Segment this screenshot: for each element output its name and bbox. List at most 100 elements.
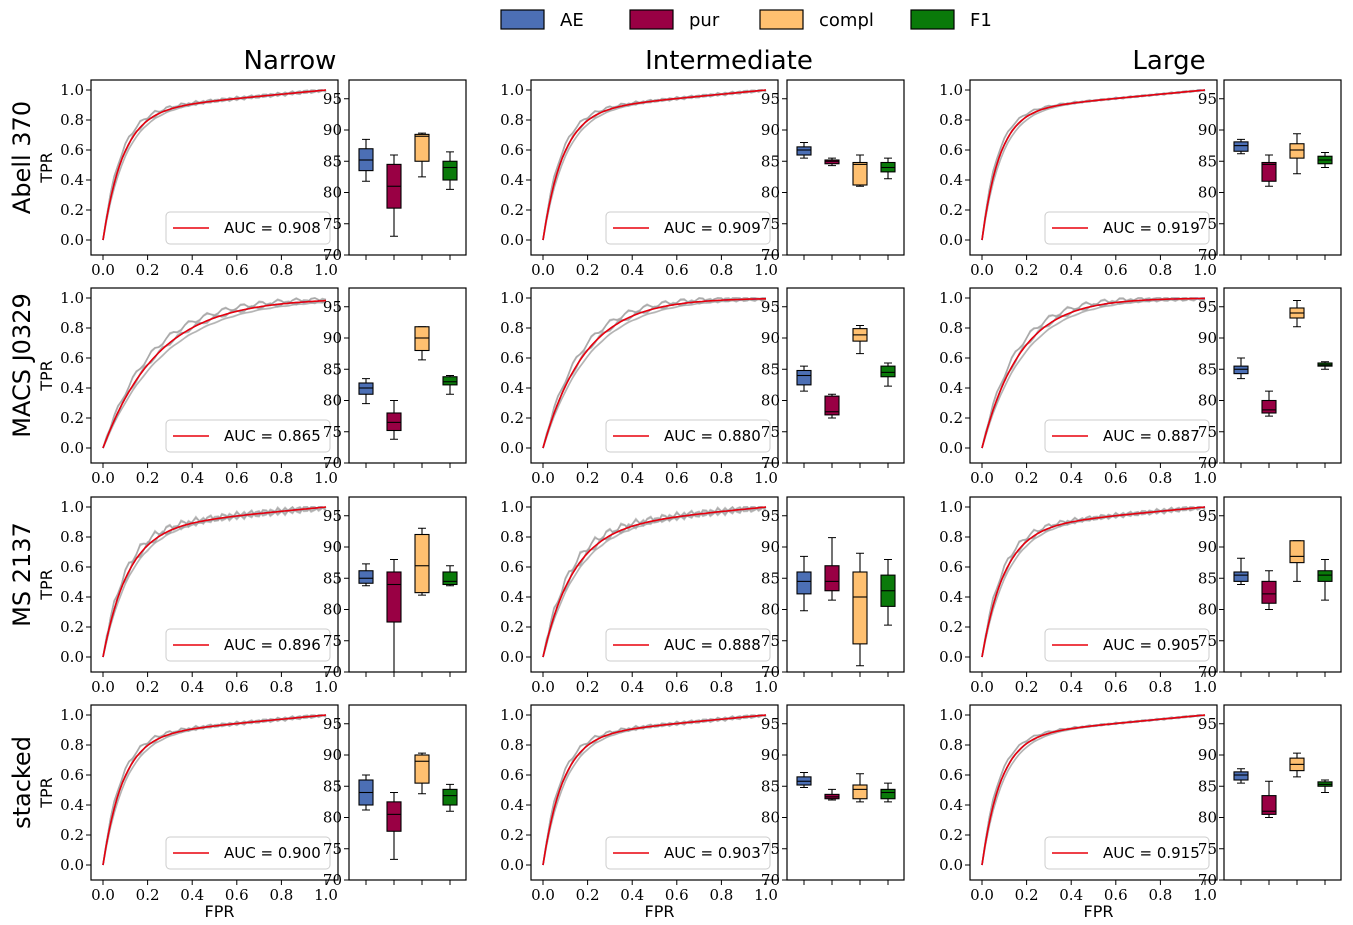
y-tick-label: 0.2 [60, 618, 84, 636]
box-y-tick-label: 90 [1198, 746, 1217, 764]
y-tick-label: 0.4 [60, 171, 84, 189]
y-tick-label: 0.2 [500, 826, 524, 844]
roc-mean-curve [102, 714, 327, 866]
boxplot-panel: 70 75 80 85 90 95 [1198, 496, 1342, 681]
x-tick-label: 0.2 [136, 678, 160, 696]
y-tick-label: 1.0 [939, 289, 963, 307]
box-AE [1233, 141, 1249, 152]
y-tick-label: 0.6 [500, 558, 524, 576]
box-F1 [442, 160, 458, 181]
y-tick-label: 0.0 [939, 439, 963, 457]
y-tick-label: 0.0 [500, 231, 524, 249]
box-y-tick-label: 85 [323, 152, 342, 170]
x-tick-label: 0.0 [970, 678, 994, 696]
roc-axes-frame [530, 496, 779, 673]
y-tick-label: 0.0 [500, 439, 524, 457]
legend-swatch-AE [500, 9, 545, 30]
boxplot-panel: 70 75 80 85 90 95 [761, 79, 905, 264]
roc-panel: 0.0 0.0 0.2 0.2 0.4 0.4 0.6 0.6 0.8 0.8 1.0 1.0 AUC … [939, 79, 1218, 279]
roc-panel: 0.0 0.0 0.2 0.2 0.4 0.4 0.6 0.6 0.8 0.8 1.0 1.0 AUC … [939, 496, 1218, 696]
y-tick-label: 0.2 [939, 409, 963, 427]
y-tick-label: 0.4 [60, 796, 84, 814]
auc-legend-box [165, 628, 331, 662]
roc-mean-curve [981, 297, 1206, 449]
y-tick-label: 0.2 [939, 826, 963, 844]
box-y-tick-label: 70 [1198, 246, 1217, 264]
y-tick-label: 0.8 [939, 319, 963, 337]
x-tick-label: 0.8 [709, 469, 733, 487]
y-tick-label: 1.0 [500, 706, 524, 724]
box-axes-frame [1223, 496, 1342, 673]
box-compl [414, 133, 430, 162]
box-y-tick-label: 95 [1198, 507, 1217, 525]
roc-mean-curve [981, 506, 1206, 658]
roc-panel: 0.0 0.0 0.2 0.2 0.4 0.4 0.6 0.6 0.8 0.8 1.0 1.0 FPR A… [60, 704, 339, 921]
x-tick-label: 0.0 [531, 678, 555, 696]
box-y-tick-label: 80 [1198, 809, 1217, 827]
box-AE [796, 369, 812, 386]
box-y-tick-label: 95 [761, 298, 780, 316]
x-axis-label-fpr: FPR [645, 902, 675, 921]
column-title-large: Large [1132, 46, 1205, 76]
box-y-tick-label: 75 [761, 215, 780, 233]
x-tick-label: 0.0 [91, 886, 115, 904]
x-tick-label: 0.8 [269, 261, 293, 279]
x-tick-label: 0.4 [180, 261, 204, 279]
y-tick-label: 0.2 [500, 409, 524, 427]
y-tick-label: 1.0 [60, 706, 84, 724]
x-tick-label: 0.4 [620, 678, 644, 696]
x-tick-label: 0.8 [269, 469, 293, 487]
box-pur [386, 571, 402, 623]
box-AE [1233, 771, 1249, 781]
box-y-tick-label: 85 [1198, 360, 1217, 378]
box-AE [1233, 571, 1249, 582]
roc-mean-curve [102, 299, 327, 449]
box-y-tick-label: 90 [1198, 538, 1217, 556]
auc-label: AUC = 0.900 [224, 844, 321, 862]
box-AE [796, 146, 812, 156]
roc-axes-frame [90, 496, 339, 673]
x-tick-label: 1.0 [1193, 886, 1217, 904]
box-y-tick-label: 90 [323, 329, 342, 347]
roc-panel: 0.0 0.0 0.2 0.2 0.4 0.4 0.6 0.6 0.8 0.8 1.0 1.0 AUC … [500, 79, 779, 279]
roc-panel: 0.0 0.0 0.2 0.2 0.4 0.4 0.6 0.6 0.8 0.8 1.0 1.0 AUC … [939, 287, 1218, 487]
x-tick-label: 0.8 [709, 886, 733, 904]
boxplot-panel: 70 75 80 85 90 95 [323, 704, 467, 889]
boxplot-panel: 70 75 80 85 90 95 [1198, 287, 1342, 472]
roc-fold-curve [102, 301, 327, 449]
roc-mean-curve [542, 714, 767, 866]
auc-legend-box [605, 419, 771, 453]
y-tick-label: 0.6 [60, 141, 84, 159]
box-y-tick-label: 80 [323, 184, 342, 202]
roc-axes-frame [90, 79, 339, 256]
roc-panel: 0.0 0.0 0.2 0.2 0.4 0.4 0.6 0.6 0.8 0.8 1.0 1.0 AUC … [60, 287, 339, 487]
y-tick-label: 0.0 [60, 856, 84, 874]
boxplot-panel: 70 75 80 85 90 95 [323, 287, 467, 472]
x-tick-label: 0.2 [576, 886, 600, 904]
box-y-tick-label: 75 [1198, 215, 1217, 233]
box-F1 [442, 571, 458, 586]
roc-panel: 0.0 0.0 0.2 0.2 0.4 0.4 0.6 0.6 0.8 0.8 1.0 1.0 AUC … [500, 496, 779, 696]
box-pur [1261, 161, 1277, 182]
box-compl [414, 326, 430, 352]
box-pur [386, 412, 402, 432]
x-tick-label: 0.4 [1059, 261, 1083, 279]
row-title-stacked: stacked [8, 736, 36, 829]
auc-label: AUC = 0.880 [664, 427, 761, 445]
box-y-tick-label: 95 [761, 715, 780, 733]
box-y-tick-label: 70 [761, 454, 780, 472]
y-tick-label: 0.6 [500, 766, 524, 784]
box-y-tick-label: 95 [1198, 715, 1217, 733]
y-tick-label: 0.8 [60, 111, 84, 129]
auc-legend-box [165, 419, 331, 453]
box-y-tick-label: 90 [1198, 121, 1217, 139]
y-tick-label: 0.8 [60, 736, 84, 754]
x-tick-label: 0.6 [1104, 469, 1128, 487]
box-y-tick-label: 75 [1198, 423, 1217, 441]
x-tick-label: 0.8 [1148, 469, 1172, 487]
x-tick-label: 0.6 [665, 469, 689, 487]
y-tick-label: 0.0 [939, 856, 963, 874]
y-tick-label: 0.8 [60, 528, 84, 546]
